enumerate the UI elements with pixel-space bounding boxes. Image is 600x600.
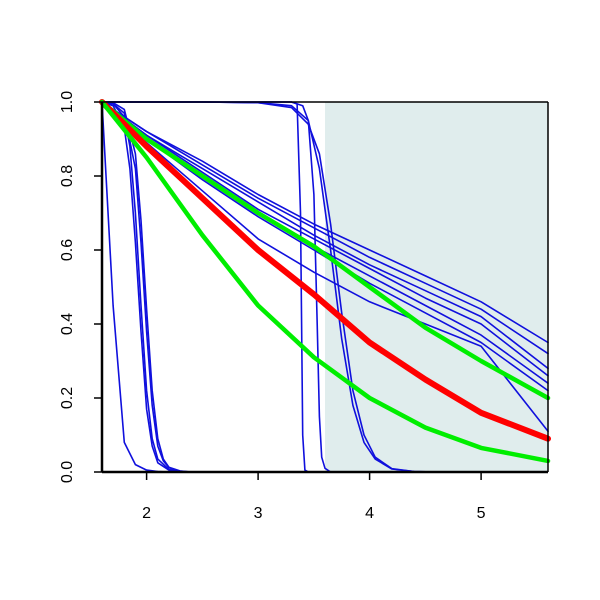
x-axis-ticks: 2 3 4 5: [142, 472, 486, 522]
series-line-14: [101, 101, 549, 370]
series-line-13: [101, 101, 549, 377]
series-line-19: [99, 99, 551, 464]
series-line-15: [101, 101, 549, 355]
y-tick-label: 0.6: [59, 239, 76, 261]
y-tick-label: 1.0: [59, 91, 76, 113]
series-line-17: [99, 99, 551, 401]
x-tick-label: 3: [254, 505, 263, 522]
series-line-18: [99, 99, 551, 442]
y-tick-label: 0.8: [59, 165, 76, 187]
axes-layer: [100, 101, 549, 474]
y-tick-label: 0.2: [59, 387, 76, 409]
y-tick-label: 0.4: [59, 313, 76, 335]
x-tick-label: 5: [477, 505, 486, 522]
series-line-16: [101, 101, 549, 344]
x-tick-label: 2: [142, 505, 151, 522]
shaded-region: [325, 102, 548, 472]
y-axis-ticks: 0.0 0.2 0.4 0.6 0.8 1.0: [59, 91, 102, 483]
y-tick-label: 0.0: [59, 461, 76, 483]
x-tick-label: 4: [365, 505, 374, 522]
shaded-region-layer: [325, 102, 548, 472]
series-line-10: [101, 101, 549, 433]
